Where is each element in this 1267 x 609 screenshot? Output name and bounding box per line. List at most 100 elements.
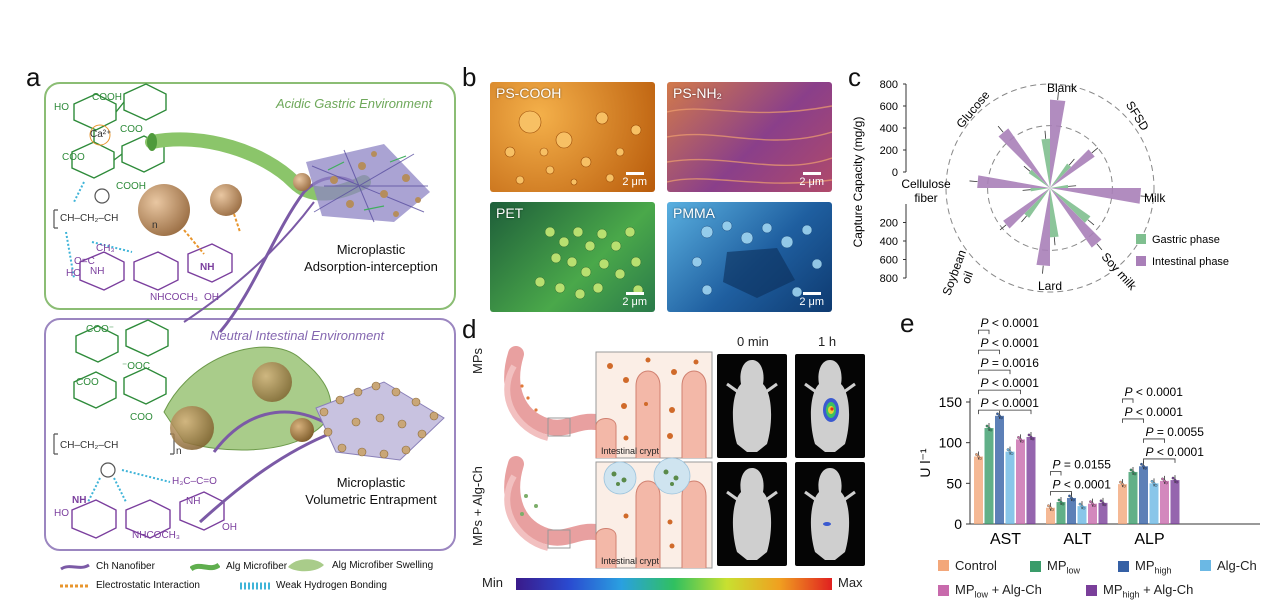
chem-label: NH xyxy=(90,266,105,277)
radial-bar xyxy=(1050,188,1141,204)
p-value-label: P < 0.0001 xyxy=(981,376,1040,390)
calcium-ion-label: Ca²⁺ xyxy=(90,129,112,140)
chem-label: NHCOCH₃ xyxy=(132,530,180,541)
row-label-mps: MPs xyxy=(470,348,485,374)
legend-swatch xyxy=(1086,585,1097,597)
chem-label: COOH xyxy=(92,92,122,103)
error-bar xyxy=(1068,185,1077,187)
radial-bar xyxy=(1003,188,1050,229)
y-tick-label: 0 xyxy=(892,167,898,179)
panel-b-letter: b xyxy=(462,62,477,92)
chem-label: HO xyxy=(54,102,69,113)
legend-ch-nanofiber: Ch Nanofiber xyxy=(60,561,155,572)
legend-label: MPlow + Alg-Ch xyxy=(955,582,1042,600)
y-tick-label: 0 xyxy=(954,516,962,532)
chem-label: n xyxy=(152,220,158,231)
significance-bracket xyxy=(1050,471,1062,476)
bar xyxy=(974,456,983,524)
row-label-mps-alg-ch: MPs + Alg-Ch xyxy=(470,466,485,546)
legend-label: MPhigh + Alg-Ch xyxy=(1103,582,1194,600)
p-value-label: P < 0.0001 xyxy=(1125,405,1184,419)
sem-image-ps-nh2: PS-NH₂ 2 μm xyxy=(667,82,832,192)
chitosan-structure-bottom xyxy=(71,491,225,539)
legend-swatch xyxy=(1030,561,1041,573)
p-value-label: P < 0.0001 xyxy=(981,316,1040,330)
gut-illustration xyxy=(504,346,713,569)
sem-label: PS-NH₂ xyxy=(673,85,722,101)
y-tick-label: 50 xyxy=(946,475,962,491)
chem-label: NH xyxy=(200,262,215,273)
chem-label: CH₃ xyxy=(96,243,115,254)
sem-label: PET xyxy=(496,205,524,221)
error-bar xyxy=(1068,158,1075,166)
volumetric-entrapment-label: Microplastic Volumetric Entrapment xyxy=(305,475,437,507)
y-tick-label: 600 xyxy=(880,255,898,267)
legend-item: MPlow xyxy=(1030,558,1080,576)
alginate-structure-bottom xyxy=(73,319,169,409)
bar xyxy=(1026,436,1036,524)
error-bar xyxy=(1021,215,1027,223)
bar xyxy=(1160,480,1169,524)
panel-d-letter: d xyxy=(462,314,477,344)
bar xyxy=(1077,506,1087,524)
error-bar xyxy=(1087,219,1095,226)
legend-label: MPhigh xyxy=(1135,558,1172,576)
bar xyxy=(984,428,994,524)
y-tick-label: 400 xyxy=(880,236,898,248)
p-value-label: P < 0.0001 xyxy=(981,396,1040,410)
y-tick-label: 200 xyxy=(880,145,898,157)
legend-label: Alg-Ch xyxy=(1217,558,1257,573)
p-value-label: P < 0.0001 xyxy=(1053,477,1112,491)
mouse-image-alg-ch-1h xyxy=(795,462,865,566)
panel-c-letter: c xyxy=(848,62,861,92)
legend-alg-swelling: Alg Microfiber Swelling xyxy=(286,557,433,573)
category-label: Glucose xyxy=(953,88,992,131)
p-value-label: P < 0.0001 xyxy=(981,336,1040,350)
significance-bracket xyxy=(1143,458,1176,463)
legend-item: MPlow + Alg-Ch xyxy=(938,582,1042,600)
chem-label: COO xyxy=(130,412,153,423)
ch-nanofiber-bottom xyxy=(198,430,335,524)
sem-label: PS-COOH xyxy=(496,85,562,101)
error-bar xyxy=(999,224,1007,231)
y-tick-label: 150 xyxy=(939,394,963,410)
p-value-label: P < 0.0001 xyxy=(1146,445,1205,459)
gastric-environment-box xyxy=(44,82,456,310)
y-tick-label: 600 xyxy=(880,101,898,113)
bar xyxy=(995,415,1004,524)
microplastic-sphere xyxy=(138,184,190,236)
radial-bar xyxy=(1024,188,1050,218)
crypt-label: Intestinal crypt xyxy=(601,556,660,566)
p-value-label: P = 0.0016 xyxy=(981,356,1040,370)
colorbar-max-label: Max xyxy=(838,575,863,590)
legend-label: Intestinal phase xyxy=(1152,256,1229,268)
category-label: Lard xyxy=(1038,279,1062,293)
time-label-1h: 1 h xyxy=(818,334,837,349)
significance-bracket xyxy=(978,389,1021,395)
legend-swatch xyxy=(1136,256,1146,266)
volumetric-entrapment-mesh xyxy=(315,381,445,461)
colorbar-min-label: Min xyxy=(482,575,503,590)
category-label: Cellulose fiber xyxy=(901,177,951,205)
panel-a-illustration xyxy=(53,83,445,539)
chem-label: ⁻OOC xyxy=(122,361,151,372)
bar xyxy=(1005,451,1015,524)
radial-bar xyxy=(1050,188,1059,238)
significance-bracket xyxy=(978,349,1000,355)
error-bar xyxy=(1140,195,1149,198)
error-bar xyxy=(1096,243,1103,251)
time-label-0min: 0 min xyxy=(737,334,769,349)
y-axis-label: U l⁻¹ xyxy=(917,448,933,478)
y-tick-label: 800 xyxy=(880,273,898,285)
error-bar xyxy=(1053,237,1056,246)
bar xyxy=(1128,471,1138,524)
y-tick-label: 100 xyxy=(939,435,963,451)
radial-bar xyxy=(1050,163,1072,188)
legend-alg-microfiber: Alg Microfiber xyxy=(190,561,287,572)
category-label: Soy milk xyxy=(1099,250,1140,294)
radial-bar xyxy=(1050,188,1102,248)
legend-item: MPhigh xyxy=(1118,558,1172,576)
chem-label: OH xyxy=(222,522,237,533)
category-label: Milk xyxy=(1144,191,1166,205)
polystyrene-chain-label: CH–CH₂–CH xyxy=(60,213,119,224)
